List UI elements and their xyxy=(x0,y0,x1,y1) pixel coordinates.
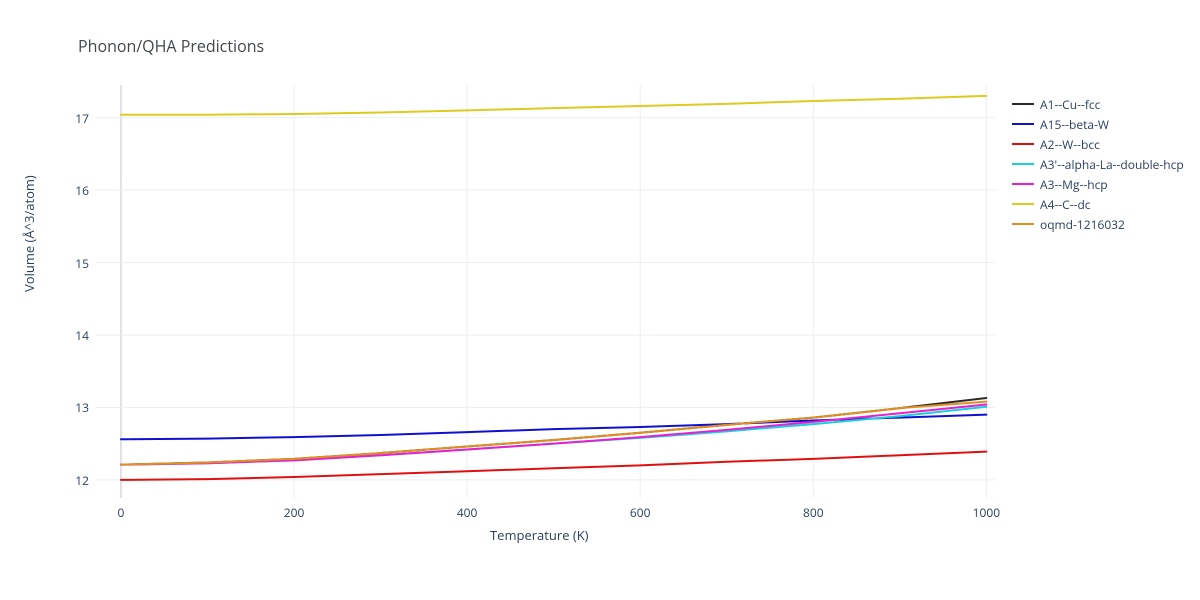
x-tick-label: 800 xyxy=(798,504,828,521)
legend-label: A15--beta-W xyxy=(1040,116,1109,133)
legend-item[interactable]: A4--C--dc xyxy=(1012,194,1184,214)
y-tick-label: 16 xyxy=(59,182,89,199)
legend-label: A2--W--bcc xyxy=(1040,136,1100,153)
legend-swatch xyxy=(1012,183,1034,185)
legend-swatch xyxy=(1012,103,1034,105)
legend-item[interactable]: A15--beta-W xyxy=(1012,114,1184,134)
legend-label: A3--Mg--hcp xyxy=(1040,176,1108,193)
x-tick-label: 200 xyxy=(279,504,309,521)
legend-swatch xyxy=(1012,143,1034,145)
y-tick-label: 12 xyxy=(59,472,89,489)
chart-plot-area xyxy=(0,0,1200,600)
legend-swatch xyxy=(1012,123,1034,125)
legend-label: oqmd-1216032 xyxy=(1040,216,1125,233)
y-tick-label: 14 xyxy=(59,327,89,344)
legend-label: A3'--alpha-La--double-hcp xyxy=(1040,156,1184,173)
legend-item[interactable]: A1--Cu--fcc xyxy=(1012,94,1184,114)
legend-swatch xyxy=(1012,163,1034,165)
legend-item[interactable]: A2--W--bcc xyxy=(1012,134,1184,154)
legend-item[interactable]: A3--Mg--hcp xyxy=(1012,174,1184,194)
legend-label: A4--C--dc xyxy=(1040,196,1091,213)
legend-swatch xyxy=(1012,203,1034,205)
y-tick-label: 13 xyxy=(59,399,89,416)
y-tick-label: 15 xyxy=(59,255,89,272)
x-tick-label: 400 xyxy=(452,504,482,521)
x-tick-label: 0 xyxy=(106,504,136,521)
legend-item[interactable]: A3'--alpha-La--double-hcp xyxy=(1012,154,1184,174)
legend-label: A1--Cu--fcc xyxy=(1040,96,1100,113)
legend: A1--Cu--fcc A15--beta-W A2--W--bcc A3'--alp… xyxy=(1012,94,1184,234)
legend-swatch xyxy=(1012,223,1034,225)
x-tick-label: 600 xyxy=(625,504,655,521)
x-tick-label: 1000 xyxy=(971,504,1001,521)
y-tick-label: 17 xyxy=(59,110,89,127)
legend-item[interactable]: oqmd-1216032 xyxy=(1012,214,1184,234)
